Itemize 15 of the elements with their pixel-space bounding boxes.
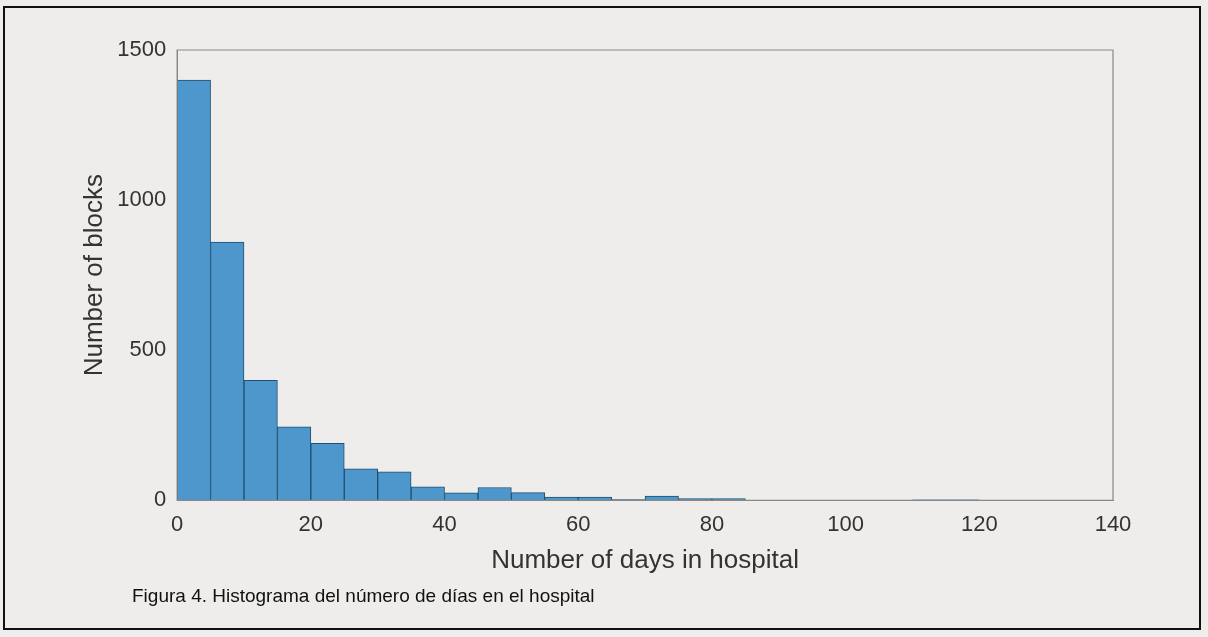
y-tick-label: 0	[153, 486, 167, 512]
y-tick-label: 500	[129, 336, 167, 362]
x-tick-label: 140	[1094, 510, 1132, 536]
x-axis-title: Number of days in hospital	[491, 543, 799, 574]
y-tick-label: 1000	[117, 186, 167, 212]
x-tick-label: 100	[827, 510, 864, 536]
text: Figura 4. Histograma del número de días en el hospital	[132, 585, 595, 607]
x-tick-label: 0	[171, 510, 184, 536]
x-tick-label: 120	[960, 510, 998, 536]
x-tick-label: 40	[432, 510, 457, 536]
x-tick-label: 20	[298, 510, 324, 536]
y-tick-label: 1500	[117, 36, 167, 62]
x-tick-label: 60	[565, 510, 591, 536]
y-axis-title: Number of blocks	[77, 174, 108, 377]
x-tick-label: 80	[699, 510, 725, 536]
